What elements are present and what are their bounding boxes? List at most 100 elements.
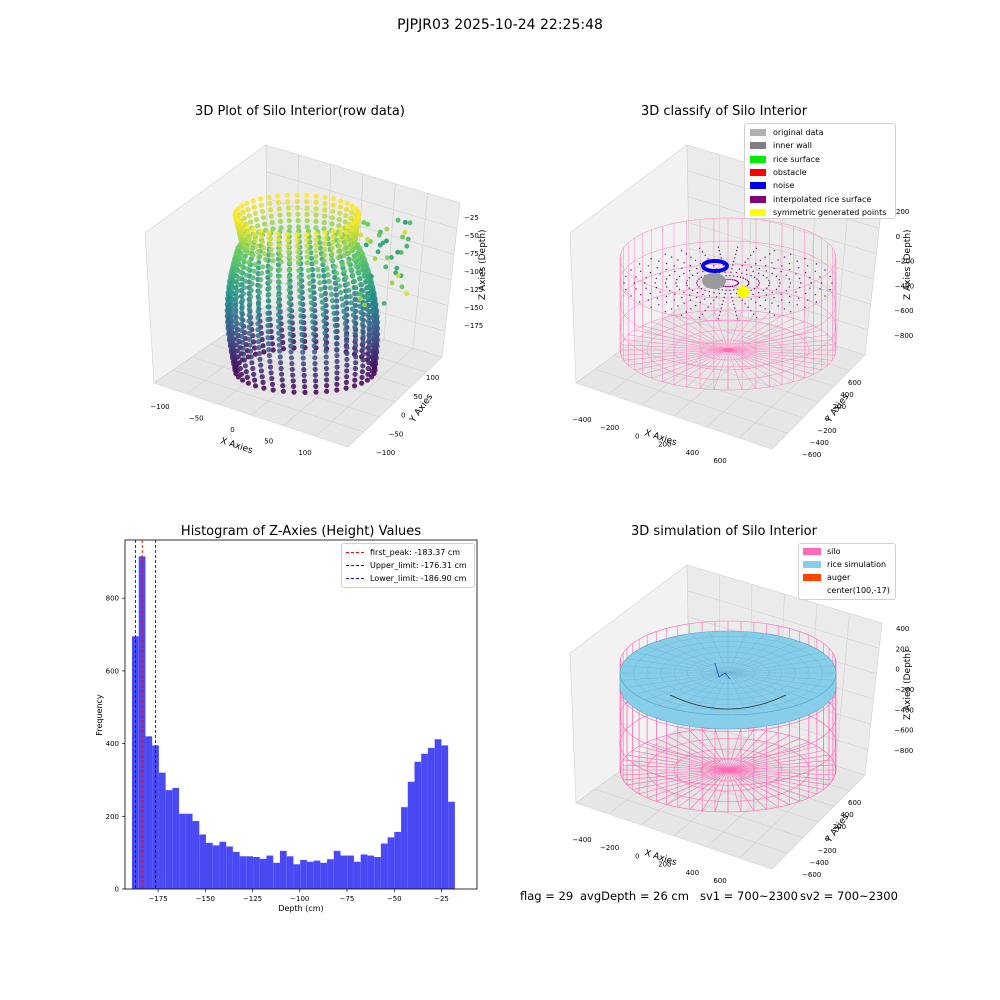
histogram-bar	[145, 736, 152, 889]
raw-data-point	[300, 350, 305, 355]
raw-data-point	[384, 227, 389, 232]
raw-data-point	[353, 331, 358, 336]
raw-data-point	[276, 324, 281, 329]
simulation-y-tick: 600	[848, 799, 861, 807]
interpolated-rice-point	[658, 304, 659, 305]
raw-data-point	[261, 215, 266, 220]
raw-data-point	[332, 317, 337, 322]
raw-data-point	[302, 390, 307, 395]
raw-data-point	[270, 226, 275, 231]
raw-data-point	[261, 349, 266, 354]
raw-data-point	[281, 389, 286, 394]
raw-data-point	[345, 224, 350, 229]
interpolated-rice-point	[754, 288, 755, 289]
interpolated-rice-point	[719, 250, 720, 251]
raw-data-point	[361, 352, 366, 357]
raw-y-tick: −100	[376, 449, 395, 457]
classify-z-tick: −200	[895, 258, 914, 266]
interpolated-rice-point	[655, 282, 656, 283]
raw-data-point	[352, 279, 357, 284]
interpolated-rice-point	[732, 300, 733, 301]
raw-data-point	[241, 291, 246, 296]
raw-data-point	[322, 331, 327, 336]
interpolated-rice-point	[756, 248, 757, 249]
raw-data-point	[240, 340, 245, 345]
interpolated-rice-point	[681, 297, 682, 298]
raw-data-point	[313, 254, 318, 259]
avg-depth-text: avgDepth = 26 cm	[580, 889, 689, 903]
interpolated-rice-point	[658, 261, 659, 262]
interpolated-rice-point	[780, 271, 781, 272]
center-marker	[723, 348, 733, 352]
histogram-bar	[374, 857, 381, 889]
interpolated-rice-point	[811, 282, 812, 283]
raw-data-point	[389, 255, 394, 260]
legend-line-swatch	[346, 565, 364, 566]
raw-data-point	[288, 337, 293, 342]
raw-data-point	[353, 372, 358, 377]
raw-data-point	[296, 260, 301, 265]
histogram-bar	[260, 859, 267, 889]
interpolated-rice-point	[751, 266, 752, 267]
raw-z-tick: −150	[464, 304, 483, 312]
raw-data-point	[279, 372, 284, 377]
legend-label: auger	[827, 573, 850, 582]
interpolated-rice-point	[686, 280, 687, 281]
raw-data-point	[286, 212, 291, 217]
interpolated-rice-point	[730, 293, 731, 294]
raw-data-point	[238, 366, 243, 371]
interpolated-rice-point	[640, 271, 641, 272]
simulation-legend-item: silo	[803, 546, 841, 557]
raw-data-point	[277, 243, 282, 248]
legend-swatch	[803, 561, 821, 568]
interpolated-rice-point	[755, 302, 756, 303]
raw-data-point	[360, 363, 365, 368]
interpolated-rice-point	[732, 286, 733, 287]
raw-data-point	[358, 233, 363, 238]
raw-data-point	[352, 383, 357, 388]
interpolated-rice-point	[696, 268, 697, 269]
histogram-bar	[246, 856, 253, 889]
histogram-bar	[287, 856, 294, 889]
raw-data-point	[245, 266, 250, 271]
interpolated-rice-point	[733, 304, 734, 305]
raw-data-point	[276, 293, 281, 298]
simulation-panel-title: 3D simulation of Silo Interior	[574, 524, 874, 539]
raw-data-point	[340, 303, 345, 308]
raw-data-point	[339, 296, 344, 301]
interpolated-rice-point	[665, 296, 666, 297]
raw-data-point	[254, 217, 259, 222]
interpolated-rice-point	[752, 294, 753, 295]
raw-data-point	[312, 343, 317, 348]
raw-data-point	[334, 370, 339, 375]
histogram-bar	[293, 864, 300, 889]
interpolated-rice-point	[666, 302, 667, 303]
raw-data-point	[324, 377, 329, 382]
raw-data-point	[302, 378, 307, 383]
interpolated-rice-point	[657, 267, 658, 268]
raw-data-point	[233, 307, 238, 312]
raw-data-point	[403, 230, 408, 235]
histogram-bar	[394, 832, 401, 889]
histogram-bar	[186, 814, 193, 889]
raw-data-point	[382, 301, 387, 306]
raw-data-point	[361, 273, 366, 278]
raw-data-point	[314, 206, 319, 211]
classify-y-tick: 0	[825, 415, 829, 423]
interpolated-rice-point	[784, 308, 785, 309]
raw-data-point	[344, 339, 349, 344]
interpolated-rice-point	[734, 307, 735, 308]
raw-data-point	[344, 357, 349, 362]
interpolated-rice-point	[689, 294, 690, 295]
interpolated-rice-point	[732, 264, 733, 265]
interpolated-rice-point	[737, 247, 738, 248]
interpolated-rice-point	[726, 286, 727, 287]
raw-data-point	[305, 249, 310, 254]
histogram-bar	[314, 861, 321, 889]
raw-data-point	[250, 366, 255, 371]
raw-x-tick: 50	[264, 438, 273, 446]
raw-data-point	[287, 260, 292, 265]
raw-data-point	[248, 219, 253, 224]
interpolated-rice-point	[728, 286, 729, 287]
interpolated-rice-point	[665, 269, 666, 270]
